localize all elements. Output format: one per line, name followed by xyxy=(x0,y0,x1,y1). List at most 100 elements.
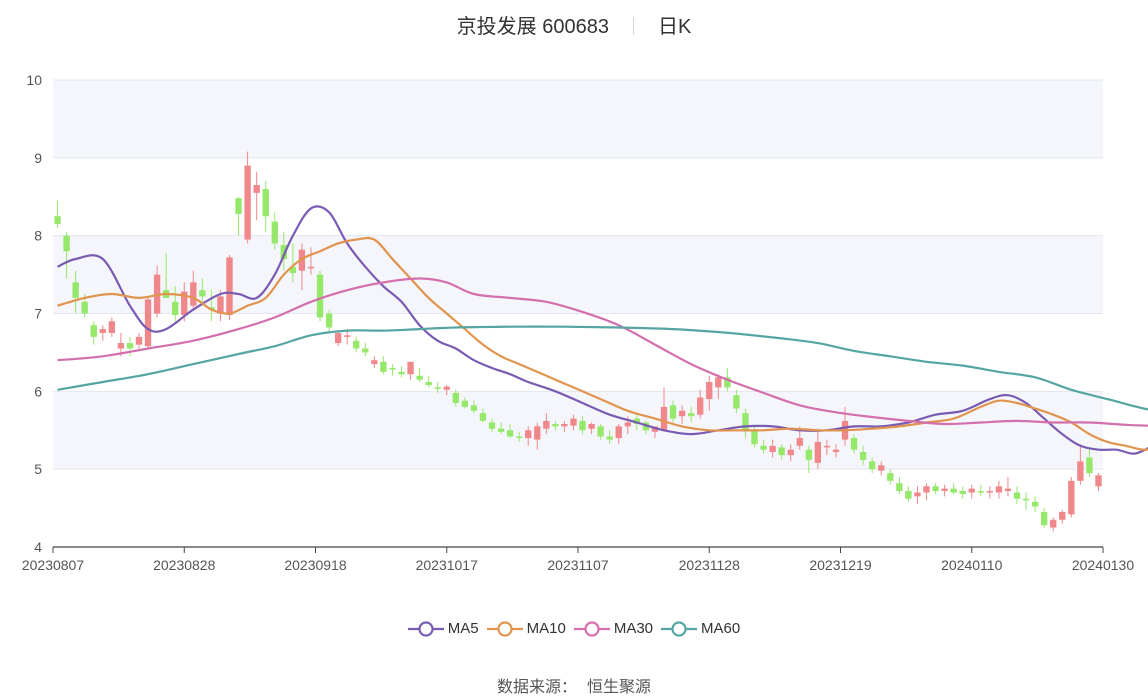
candle-body xyxy=(416,375,423,380)
candle-body xyxy=(172,301,179,316)
candle-body xyxy=(497,428,505,432)
y-tick-label: 8 xyxy=(34,228,42,244)
x-tick-label: 20231128 xyxy=(679,557,740,573)
legend-item-ma10[interactable]: MA10 xyxy=(486,620,566,637)
stock-name: 京投发展 600683 xyxy=(456,16,609,38)
candle-body xyxy=(1068,480,1075,515)
line-ma30 xyxy=(57,277,1148,427)
candle-body xyxy=(63,235,70,252)
candle-body xyxy=(190,282,197,306)
candle-body xyxy=(452,392,459,404)
x-tick-label: 20230828 xyxy=(153,557,216,573)
legend: MA5 MA10 MA30 MA60 xyxy=(0,620,1148,641)
legend-marker xyxy=(573,620,610,637)
candle-body xyxy=(199,290,206,297)
candle-body xyxy=(461,400,469,407)
legend-marker xyxy=(486,620,523,637)
y-tick-label: 9 xyxy=(34,150,42,166)
candle-body xyxy=(362,348,369,353)
candle-body xyxy=(90,325,97,337)
candle-body xyxy=(896,483,903,491)
candle-body xyxy=(271,221,278,244)
candle-body xyxy=(787,449,794,456)
legend-item-ma60[interactable]: MA60 xyxy=(661,620,740,637)
data-source: 数据来源： 恒生聚源 xyxy=(0,673,1148,697)
candle-body xyxy=(796,438,803,446)
candle-body xyxy=(624,422,631,427)
candle-body xyxy=(814,441,822,463)
legend-item-ma5[interactable]: MA5 xyxy=(407,620,479,637)
candle-body xyxy=(262,188,269,217)
candle-body xyxy=(742,413,749,431)
candle-body xyxy=(950,488,957,493)
candle-body xyxy=(832,449,840,453)
candle-body xyxy=(470,405,478,411)
grid-band xyxy=(53,80,1103,158)
candle-body xyxy=(72,282,79,298)
candle-body xyxy=(425,381,432,386)
candle-body xyxy=(235,198,242,214)
candle-body xyxy=(543,420,550,429)
candle-body xyxy=(878,465,885,471)
candle-body xyxy=(850,438,858,450)
candle-body xyxy=(289,266,297,274)
candle-body xyxy=(126,343,134,349)
candle-body xyxy=(1077,461,1084,481)
line-ma60 xyxy=(57,325,1148,411)
legend-label: MA30 xyxy=(613,620,654,637)
candle-body xyxy=(108,321,116,333)
candle-body xyxy=(697,397,704,415)
y-tick-label: 7 xyxy=(34,306,42,322)
legend-label: MA10 xyxy=(526,620,566,637)
candle-body xyxy=(398,371,405,375)
candle-body xyxy=(479,413,487,421)
candle-body xyxy=(1059,511,1066,520)
candle-body xyxy=(977,490,984,493)
candle-body xyxy=(733,395,740,409)
chart-title: 京投发展 600683 日K xyxy=(0,10,1148,39)
candle-body xyxy=(380,361,387,372)
x-tick-label: 20240110 xyxy=(941,557,1002,573)
legend-item-ma30[interactable]: MA30 xyxy=(573,620,654,637)
candle-body xyxy=(606,436,613,440)
candle-body xyxy=(371,360,378,365)
candle-body xyxy=(588,424,595,429)
candle-body xyxy=(81,301,88,314)
candle-body xyxy=(805,449,812,460)
candle-body xyxy=(615,426,622,439)
candle-body xyxy=(570,418,577,426)
candle-body xyxy=(1086,457,1093,474)
x-tick-label: 20230807 xyxy=(22,557,85,573)
candle-body xyxy=(669,405,677,419)
candle-body xyxy=(54,216,61,224)
candle-body xyxy=(506,430,514,437)
candle-body xyxy=(307,266,315,269)
candle-body xyxy=(715,377,722,388)
y-tick-label: 5 xyxy=(34,461,42,477)
line-ma10 xyxy=(57,236,1148,451)
candle-body xyxy=(1050,519,1057,528)
y-tick-label: 10 xyxy=(26,72,42,88)
candle-body xyxy=(905,490,912,499)
line-ma5 xyxy=(57,205,1148,455)
title-separator xyxy=(632,17,634,35)
candle-body xyxy=(597,426,604,437)
candle-body xyxy=(1022,498,1030,501)
candle-body xyxy=(181,291,188,316)
candle-body xyxy=(353,340,360,349)
candle-body xyxy=(488,422,496,429)
grid-band xyxy=(53,235,1103,314)
candle-body xyxy=(914,492,921,497)
candle-body xyxy=(226,257,233,316)
legend-marker xyxy=(407,620,444,637)
x-tick-label: 20231017 xyxy=(416,557,479,573)
candle-body xyxy=(932,486,939,491)
candle-body xyxy=(1013,492,1021,499)
candlestick-chart: 4 5 6 7 8 9 10 20230807 20230828 20230918 2023101… xyxy=(22,72,1148,573)
candle-body xyxy=(859,452,867,460)
candle-body xyxy=(751,430,758,445)
x-tick-label: 20230918 xyxy=(284,557,347,573)
candle-body xyxy=(869,461,876,470)
chart-bands xyxy=(53,80,1103,470)
candle-body xyxy=(941,488,948,491)
